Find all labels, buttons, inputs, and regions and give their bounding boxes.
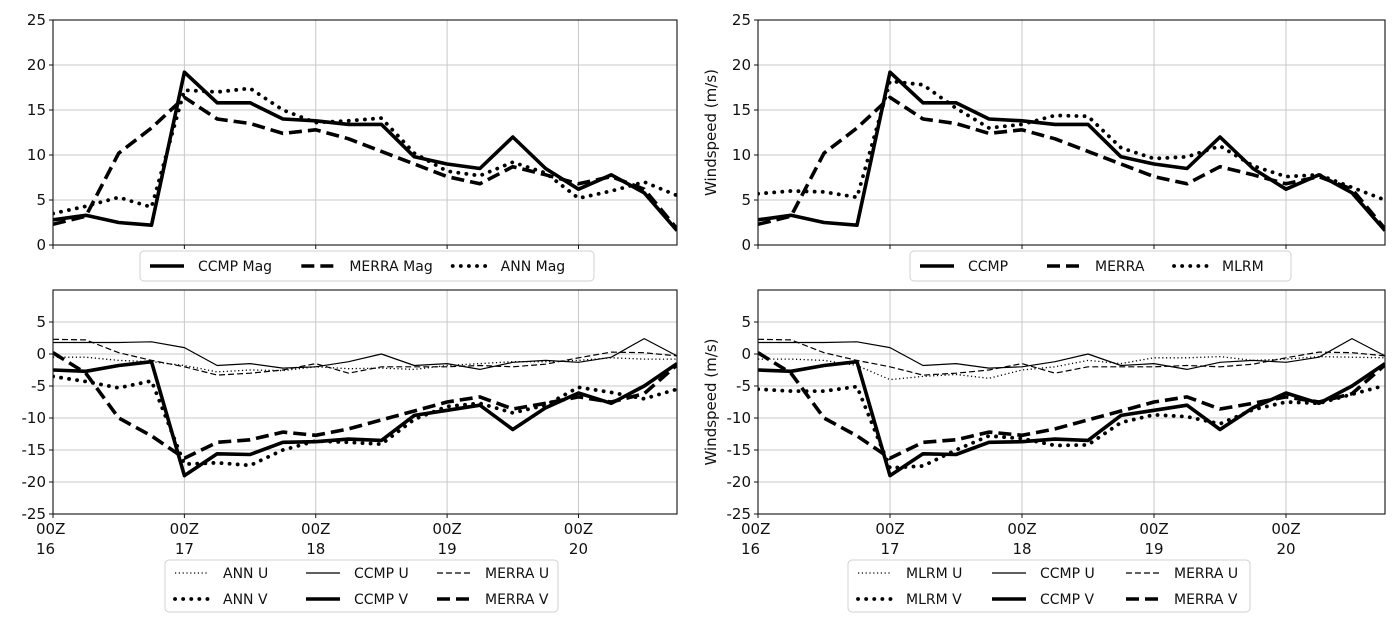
legend-label-merra-mag: MERRA Mag (349, 259, 432, 275)
y-tick-label: 20 (27, 56, 46, 74)
y-tick-label: -10 (727, 409, 752, 427)
panel-top-right: 0 5 10 15 20 25 Windspeed (m/s) CCMP MERRA MLRM (702, 11, 1386, 282)
y-tick-label: 5 (741, 191, 751, 209)
x-tick-label: 00Z (170, 520, 199, 538)
legend-label-merra-v: MERRA V (485, 592, 549, 608)
y-tick-label: -25 (22, 505, 47, 523)
x-tick-label: 17 (175, 540, 194, 558)
y-tick-label: 25 (732, 11, 751, 29)
y-tick-label: 10 (732, 146, 751, 164)
legend-label-merra-v: MERRA V (1174, 592, 1238, 608)
legend-label-ccmp-mag: CCMP Mag (198, 259, 272, 275)
legend: CCMP Mag MERRA Mag ANN Mag (139, 250, 595, 282)
y-tick-label: 15 (27, 101, 46, 119)
y-axis-label: Windspeed (m/s) (702, 339, 720, 466)
x-tick-label: 00Z (1139, 520, 1168, 538)
x-tick-label: 19 (438, 540, 457, 558)
x-tick-label: 18 (1012, 540, 1031, 558)
legend-box (139, 250, 595, 282)
x-tick-label: 00Z (1271, 520, 1300, 538)
x-tick-label: 00Z (1007, 520, 1036, 538)
plot-frame (757, 289, 1386, 515)
y-tick-label: 0 (36, 345, 46, 363)
legend: MLRM U CCMP U MERRA U MLRM V CCMP V MERRA V (847, 559, 1251, 613)
x-tick-label: 00Z (432, 520, 461, 538)
legend-label-ccmp-v: CCMP V (1040, 592, 1095, 608)
legend-label-mlrm-v: MLRM V (906, 592, 962, 608)
y-tick-label: -25 (727, 505, 752, 523)
y-tick-label: 0 (741, 236, 751, 254)
series-line-ann-u (53, 356, 677, 373)
series-line-mlrm (758, 79, 1385, 202)
legend-label-ann-u: ANN U (223, 566, 268, 582)
series-line-ccmp-u (758, 338, 1385, 370)
series-line-mlrm-u (758, 355, 1385, 381)
series-line-ann-mag (53, 86, 677, 216)
y-axis-label: Windspeed (m/s) (702, 69, 720, 196)
y-tick-label: -20 (22, 473, 47, 491)
x-tick-label: 00Z (741, 520, 770, 538)
series-line-mlrm-v (758, 383, 1385, 470)
plot-frame (757, 19, 1386, 246)
series-line-ccmp-v (53, 359, 677, 478)
x-tick-label: 00Z (36, 520, 65, 538)
x-tick-label: 20 (569, 540, 588, 558)
legend-label-ccmp-v: CCMP V (354, 592, 409, 608)
legend-label-ccmp-u: CCMP U (354, 566, 409, 582)
series-line-merra (758, 95, 1385, 230)
x-tick-label: 00Z (301, 520, 330, 538)
x-tick-label: 20 (1276, 540, 1295, 558)
series-line-merra-v (758, 351, 1385, 461)
legend-label-merra-u: MERRA U (1174, 566, 1238, 582)
legend-label-ann-mag: ANN Mag (501, 259, 566, 275)
x-tick-label: 00Z (875, 520, 904, 538)
x-tick-label: 00Z (564, 520, 593, 538)
x-tick-label: 18 (306, 540, 325, 558)
x-tick-label: 19 (1144, 540, 1163, 558)
y-tick-label: 0 (741, 345, 751, 363)
plot-frame (52, 289, 678, 515)
y-tick-label: 20 (732, 56, 751, 74)
legend-box (909, 250, 1292, 282)
series-line-ccmp-mag (53, 70, 677, 232)
series-line-merra-mag (53, 95, 677, 230)
legend-label-merra-u: MERRA U (485, 566, 549, 582)
series-line-merra-u (53, 338, 677, 376)
y-tick-label: 5 (36, 191, 46, 209)
plot-frame (52, 19, 678, 246)
series-line-ccmp (758, 70, 1385, 232)
legend-label-mlrm-u: MLRM U (906, 566, 962, 582)
panel-bottom-left: -25 -20 -15 -10 -5 0 5 00Z 16 00Z 17 00Z 18 00Z 19 00Z 2… (22, 289, 678, 613)
series-line-merra-u (758, 338, 1385, 376)
y-tick-label: -10 (22, 409, 47, 427)
y-tick-label: -5 (736, 377, 751, 395)
series-line-ccmp-u (53, 338, 677, 370)
x-tick-label: 17 (880, 540, 899, 558)
x-tick-label: 16 (741, 540, 760, 558)
y-tick-label: 15 (732, 101, 751, 119)
y-tick-label: 0 (36, 236, 46, 254)
x-tick-label: 16 (36, 540, 55, 558)
y-tick-label: -20 (727, 473, 752, 491)
series-line-ccmp-v (758, 359, 1385, 478)
legend-label-ann-v: ANN V (223, 592, 268, 608)
legend-label-mlrm: MLRM (1222, 259, 1264, 275)
y-tick-label: 25 (27, 11, 46, 29)
series-line-ann-v (53, 374, 677, 468)
panel-top-left: 0 5 10 15 20 25 CCMP Mag MERRA Mag ANN Mag (27, 11, 678, 282)
series-line-merra-v (53, 351, 677, 461)
legend: ANN U CCMP U MERRA U ANN V CCMP V MERRA V (164, 559, 559, 613)
y-tick-label: 5 (36, 313, 46, 331)
legend-label-ccmp-u: CCMP U (1040, 566, 1095, 582)
legend-label-ccmp: CCMP (968, 259, 1008, 275)
y-tick-label: -15 (727, 441, 752, 459)
panel-bottom-right: -25 -20 -15 -10 -5 0 5 00Z 16 00Z 17 00Z 18 00Z 19 00Z 2… (702, 289, 1386, 613)
y-tick-label: 10 (27, 146, 46, 164)
y-tick-label: 5 (741, 313, 751, 331)
y-tick-label: -15 (22, 441, 47, 459)
legend-label-merra: MERRA (1095, 259, 1145, 275)
y-tick-label: -5 (31, 377, 46, 395)
legend: CCMP MERRA MLRM (909, 250, 1292, 282)
